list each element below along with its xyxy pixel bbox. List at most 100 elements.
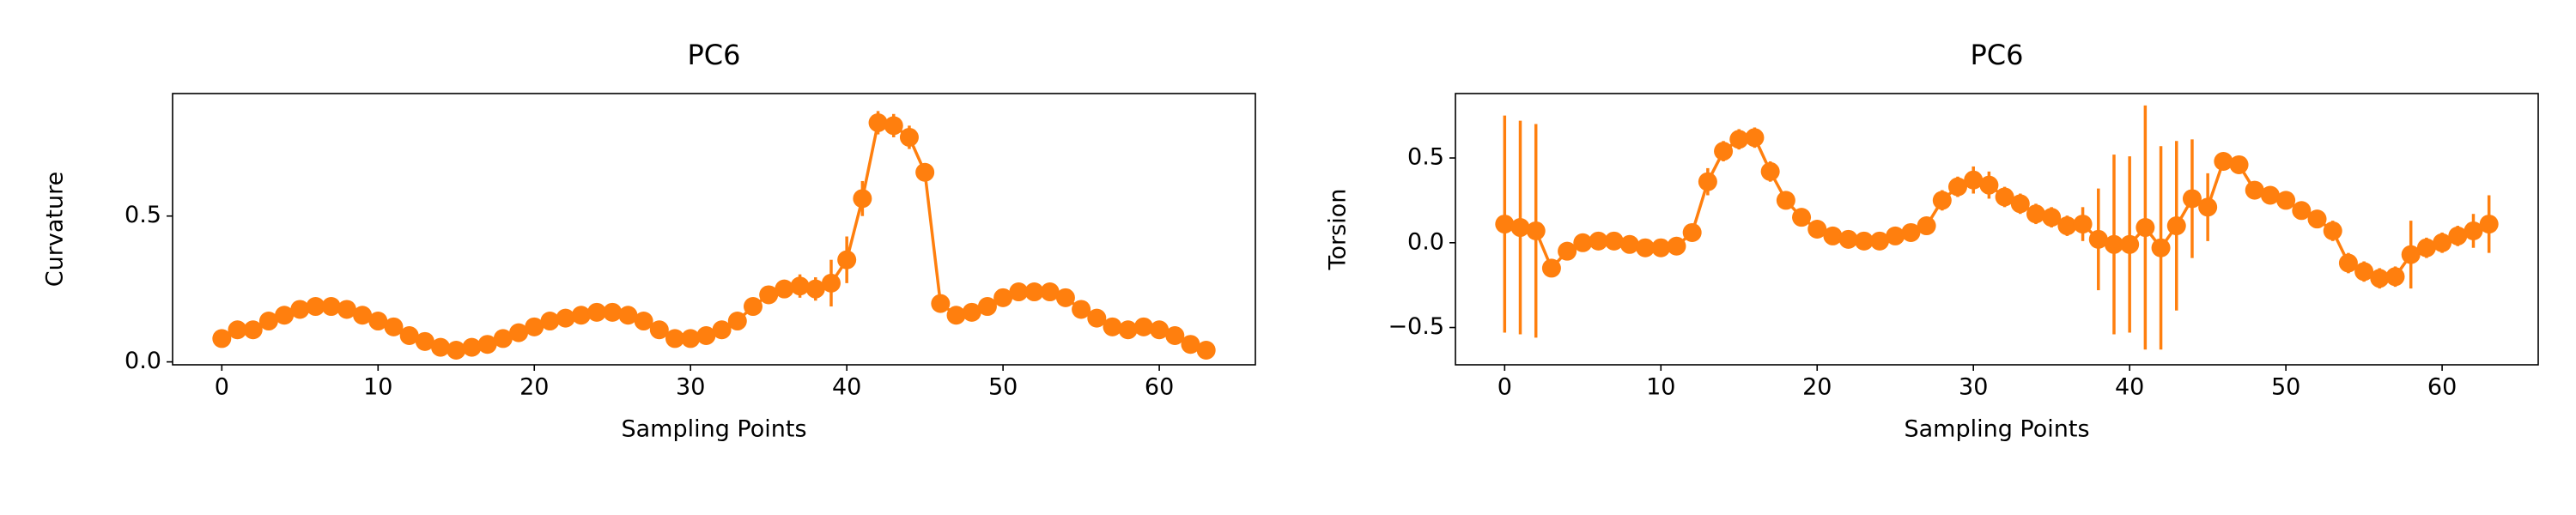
marker: [2151, 238, 2171, 258]
marker: [1589, 231, 1608, 251]
marker: [790, 276, 810, 296]
x-tick-label: 10: [1646, 374, 1675, 401]
marker: [1807, 220, 1827, 239]
x-tick-label: 40: [2115, 374, 2144, 401]
y-axis-label: Torsion: [1325, 189, 1352, 271]
marker: [1682, 222, 1702, 242]
marker: [1636, 238, 1656, 258]
axes-frame: [1455, 93, 2539, 366]
marker: [1510, 218, 1530, 238]
marker: [353, 306, 373, 325]
marker: [2401, 245, 2421, 264]
marker: [1932, 191, 1952, 210]
marker: [2416, 238, 2436, 258]
marker: [1040, 282, 1060, 302]
marker: [2104, 234, 2123, 254]
marker: [1667, 236, 1686, 256]
marker: [1870, 231, 1890, 251]
marker: [2166, 216, 2186, 236]
marker: [2245, 180, 2264, 200]
marker: [1526, 221, 1546, 240]
marker: [2292, 201, 2312, 221]
marker: [1729, 130, 1749, 149]
marker: [462, 337, 482, 357]
marker: [759, 285, 779, 305]
y-tick-label: 0.5: [125, 202, 161, 228]
marker: [1760, 161, 1780, 181]
marker: [1150, 320, 1170, 340]
marker: [2136, 218, 2155, 238]
marker: [2370, 269, 2390, 288]
x-tick-label: 30: [676, 374, 705, 401]
marker: [1604, 231, 1624, 251]
marker: [290, 300, 310, 319]
marker: [275, 306, 295, 325]
marker: [258, 312, 278, 331]
marker: [556, 308, 575, 328]
marker: [681, 329, 701, 348]
marker: [696, 326, 716, 346]
marker: [634, 312, 653, 331]
marker: [1072, 300, 1091, 319]
marker: [1651, 238, 1671, 258]
marker: [571, 306, 591, 325]
y-tick-label: −0.5: [1388, 313, 1444, 340]
marker: [228, 320, 247, 340]
marker: [1573, 233, 1593, 252]
marker: [1055, 288, 1075, 307]
marker: [1118, 320, 1138, 340]
x-tick-label: 10: [363, 374, 392, 401]
marker: [493, 329, 513, 348]
marker: [2338, 253, 2358, 273]
marker: [321, 297, 341, 317]
marker: [899, 127, 919, 147]
marker: [1964, 170, 1984, 190]
marker: [2057, 216, 2077, 236]
marker: [1948, 177, 1968, 197]
marker: [1181, 335, 1200, 354]
marker: [415, 331, 434, 351]
x-tick-label: 20: [519, 374, 549, 401]
marker: [477, 335, 497, 354]
marker: [931, 294, 951, 313]
marker: [743, 297, 762, 317]
chart-title: PC6: [688, 39, 741, 71]
marker: [2448, 226, 2468, 245]
marker: [306, 297, 325, 317]
marker: [2385, 267, 2405, 287]
marker: [2479, 215, 2499, 234]
x-tick-label: 0: [1498, 374, 1512, 401]
marker: [1838, 229, 1858, 249]
marker: [1133, 317, 1153, 336]
marker: [1917, 216, 1936, 236]
marker: [368, 312, 388, 331]
marker: [1745, 128, 1765, 148]
marker: [1823, 226, 1843, 245]
marker: [1886, 226, 1905, 245]
subplot: 0 10 20 30 40 50 60 −0.5 0.0 0.5 PC6 Sampling Point…: [1325, 39, 2539, 443]
marker: [1009, 282, 1029, 302]
subplot: 0 10 20 30 40 50 60 0.0 0.5 PC6 Sampling Points Cur…: [42, 39, 1256, 443]
marker: [2026, 204, 2045, 224]
marker: [2088, 229, 2108, 249]
marker: [821, 273, 841, 293]
marker: [2464, 221, 2483, 240]
marker: [384, 317, 404, 336]
marker: [1854, 231, 1874, 251]
marker: [431, 337, 451, 357]
marker: [509, 323, 529, 342]
marker: [993, 288, 1013, 307]
marker: [399, 326, 419, 346]
marker: [775, 279, 794, 299]
x-tick-label: 20: [1802, 374, 1832, 401]
marker: [1087, 308, 1107, 328]
marker: [1165, 326, 1185, 346]
marker: [1196, 341, 1216, 360]
marker: [1714, 142, 1734, 161]
y-axis-label: Curvature: [42, 172, 69, 287]
marker: [1495, 215, 1515, 234]
plot-area: [1495, 105, 2499, 350]
marker: [1995, 187, 2014, 207]
marker: [447, 341, 466, 360]
